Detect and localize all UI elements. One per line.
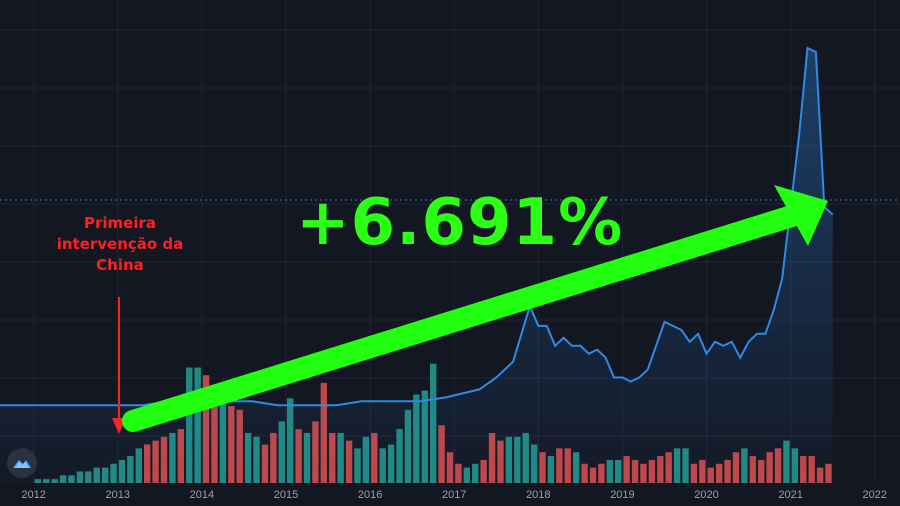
x-tick-label: 2017: [442, 489, 466, 501]
x-tick-label: 2020: [694, 489, 718, 501]
x-tick-label: 2012: [21, 489, 45, 501]
annotation-line-1: Primeira: [84, 214, 156, 232]
growth-arrow-shaft: [122, 205, 803, 432]
x-axis-background: [0, 484, 900, 506]
x-tick-label: 2015: [274, 489, 298, 501]
price-area: [0, 48, 833, 483]
annotation-line-2: intervenção da: [56, 235, 184, 253]
x-tick-label: 2021: [778, 489, 802, 501]
tradingview-logo-icon[interactable]: [7, 448, 37, 478]
x-tick-label: 2013: [106, 489, 130, 501]
annotation-line-3: China: [96, 256, 144, 274]
price-line: [0, 46, 834, 407]
growth-percentage: +6.691%: [296, 186, 624, 260]
x-axis: 2012 2013 2014 2015 2016 2017 2018 2019 2020 2021…: [0, 484, 900, 506]
x-tick-label: 2018: [526, 489, 550, 501]
x-tick-label: 2022: [863, 489, 887, 501]
x-tick-label: 2019: [610, 489, 634, 501]
x-tick-label: 2014: [190, 489, 214, 501]
x-tick-label: 2016: [358, 489, 382, 501]
growth-arrow-head: [774, 185, 828, 246]
annotation-label: Primeira intervenção da China: [40, 213, 200, 276]
